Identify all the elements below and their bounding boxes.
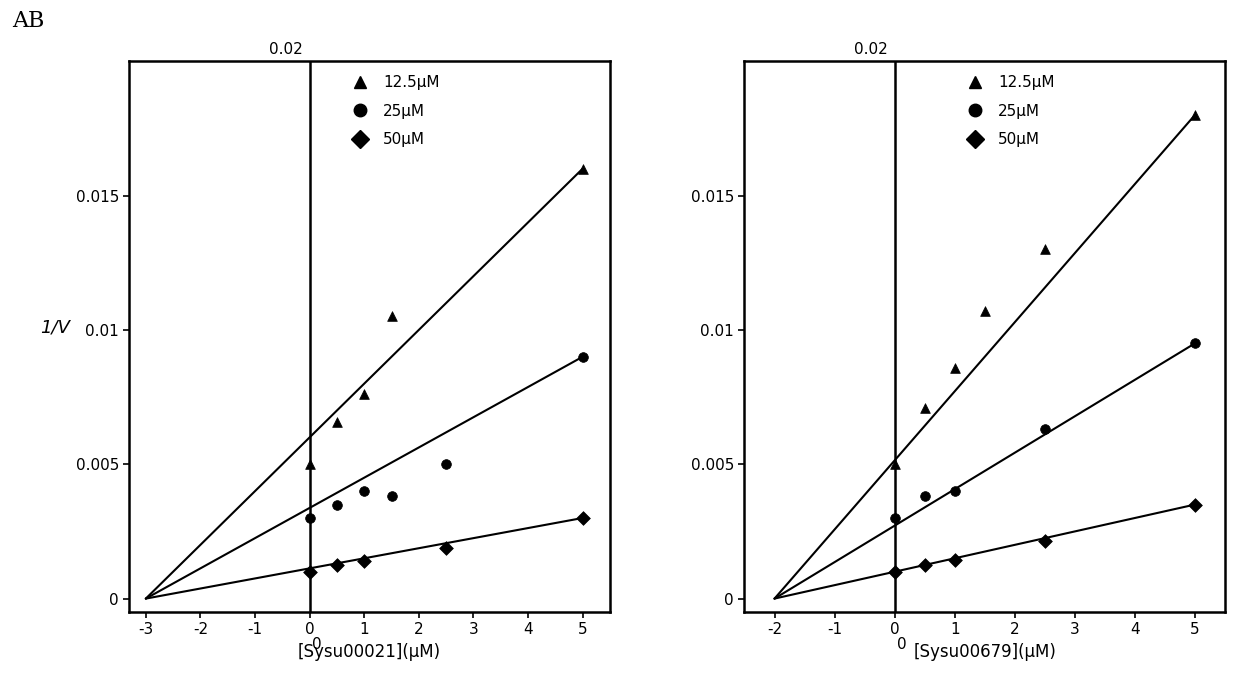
Point xyxy=(1185,499,1205,510)
Point xyxy=(327,499,347,510)
Point xyxy=(327,416,347,427)
Point xyxy=(915,491,935,502)
Point xyxy=(355,388,374,399)
Point xyxy=(884,459,904,470)
Text: AB: AB xyxy=(12,10,45,32)
Point xyxy=(436,459,456,470)
Point xyxy=(573,352,593,362)
Point xyxy=(300,566,320,577)
Point xyxy=(884,566,904,577)
X-axis label: [Sysu00679](μM): [Sysu00679](μM) xyxy=(914,643,1056,661)
Point xyxy=(382,491,402,502)
Point xyxy=(1185,110,1205,120)
Text: 0: 0 xyxy=(312,637,322,652)
Point xyxy=(1185,338,1205,349)
X-axis label: [Sysu00021](μM): [Sysu00021](μM) xyxy=(298,643,441,661)
Point xyxy=(975,306,994,316)
Point xyxy=(915,560,935,571)
Legend: 12.5μM, 25μM, 50μM: 12.5μM, 25μM, 50μM xyxy=(954,69,1061,153)
Point xyxy=(382,311,402,322)
Point xyxy=(327,560,347,571)
Text: 0.02: 0.02 xyxy=(854,42,888,57)
Point xyxy=(884,512,904,523)
Text: 0.02: 0.02 xyxy=(269,42,303,57)
Y-axis label: 1/V: 1/V xyxy=(40,318,69,337)
Point xyxy=(436,542,456,553)
Point xyxy=(573,164,593,174)
Point xyxy=(300,512,320,523)
Point xyxy=(573,512,593,523)
Point xyxy=(945,486,965,497)
Point xyxy=(1035,535,1055,546)
Text: 0: 0 xyxy=(898,637,906,652)
Point xyxy=(1035,424,1055,435)
Point xyxy=(300,459,320,470)
Point xyxy=(945,362,965,373)
Point xyxy=(915,402,935,413)
Point xyxy=(355,486,374,497)
Point xyxy=(1035,244,1055,255)
Legend: 12.5μM, 25μM, 50μM: 12.5μM, 25μM, 50μM xyxy=(339,69,446,153)
Point xyxy=(355,556,374,566)
Point xyxy=(945,554,965,565)
